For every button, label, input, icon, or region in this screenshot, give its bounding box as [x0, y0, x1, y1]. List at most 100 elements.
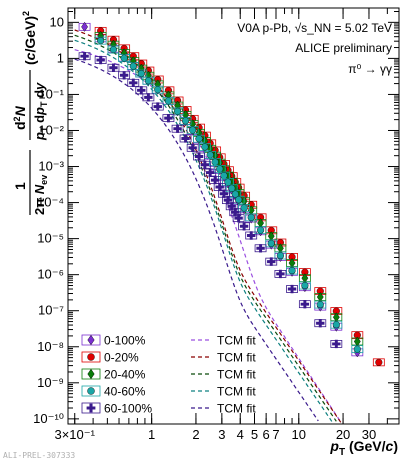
data-point	[144, 93, 153, 102]
legend-fit-label: TCM fit	[217, 368, 256, 382]
x-tick-label: 20	[336, 427, 350, 442]
data-point	[81, 21, 88, 32]
legend-label: 0-100%	[104, 334, 146, 348]
data-point	[267, 239, 275, 247]
legend-fit-label: TCM fit	[217, 351, 256, 365]
x-tick-label: 5	[251, 427, 258, 442]
data-point	[353, 345, 361, 353]
legend-fit-label: TCM fit	[217, 334, 256, 348]
data-point	[188, 143, 197, 153]
data-point	[231, 190, 239, 198]
y-axis-title-units: (c/GeV)2	[21, 11, 38, 65]
y-tick-label: 10⁻⁶	[37, 267, 64, 282]
legend-marker	[86, 403, 96, 413]
data-point	[137, 69, 145, 78]
data-point	[235, 196, 243, 204]
data-point	[287, 284, 297, 294]
x-axis-title-pt: p	[329, 438, 339, 454]
y-tick-label: 10	[50, 14, 64, 29]
data-point	[119, 71, 129, 80]
x-axis-title-sub: T	[339, 447, 345, 458]
data-point	[231, 208, 240, 217]
y-tick-label: 10⁻⁷	[38, 303, 64, 318]
y-tick-label: 10⁻⁸	[37, 339, 64, 354]
y-tick-label: 10⁻⁴	[37, 195, 64, 210]
legend-box	[81, 402, 101, 414]
data-point	[189, 126, 197, 134]
y-tick-label: 10⁻²	[38, 122, 64, 137]
data-point	[216, 165, 224, 173]
x-tick-label: 10	[292, 427, 306, 442]
data-point	[173, 124, 182, 133]
data-point	[129, 62, 137, 70]
data-point	[316, 319, 325, 328]
data-point	[211, 158, 219, 166]
data-point	[210, 175, 220, 185]
data-point	[267, 257, 276, 266]
x-tick-label: 4	[237, 427, 244, 442]
preliminary-watermark: ALI-PREL-307333	[3, 451, 75, 460]
data-point	[120, 54, 128, 62]
data-point	[375, 358, 383, 366]
legend-marker	[87, 387, 95, 395]
annotation-box: V0A p-Pb, √s_NN = 5.02 TeV ALICE prelimi…	[237, 21, 392, 76]
legend-box	[81, 351, 101, 363]
data-markers	[78, 21, 385, 367]
data-point	[227, 202, 236, 211]
fit-curve	[74, 34, 337, 422]
legend-fit-label: TCM fit	[217, 385, 256, 399]
data-point	[137, 86, 146, 95]
data-point	[316, 301, 324, 309]
data-point	[257, 226, 265, 234]
data-point	[195, 135, 203, 143]
y-axis-title: 1 2π Nev d2N pT dpT dy (c/GeV)2	[12, 11, 49, 215]
x-tick-label: 2	[192, 427, 199, 442]
data-point	[206, 168, 215, 177]
series-60-100%	[78, 52, 343, 349]
y-tick-label: 10⁻³	[38, 159, 64, 174]
data-point	[276, 251, 284, 260]
data-point	[129, 78, 138, 88]
data-point	[174, 107, 182, 115]
y-axis-title-prefactor: 1	[12, 182, 28, 190]
data-point	[164, 97, 172, 105]
y-tick-label: 10⁻¹	[38, 86, 64, 101]
axes: 3×10⁻¹ 1 2 3 4 5 6 7 10 20 30 10 1 10⁻¹ 10⁻² 10⁻³ 10⁻⁴ 10…	[33, 8, 399, 442]
x-tick-label: 6	[263, 427, 270, 442]
data-point	[301, 281, 309, 290]
data-point	[153, 102, 162, 111]
plot-area: 3×10⁻¹ 1 2 3 4 5 6 7 10 20 30 10 1 10⁻¹ 10⁻² 10⁻³ 10⁻⁴ 10…	[33, 7, 400, 442]
legend-label: 20-40%	[104, 368, 146, 382]
data-point	[144, 77, 152, 85]
data-point	[182, 117, 190, 125]
fit-curve	[74, 49, 342, 423]
x-tick-label: 1	[148, 427, 155, 442]
legend-marker	[87, 334, 95, 346]
data-point	[239, 222, 249, 231]
data-point	[164, 113, 173, 123]
x-tick-label: 7	[272, 427, 279, 442]
data-point	[256, 244, 265, 253]
y-axis-title-denominator: 2π Nev	[32, 175, 49, 215]
data-point	[247, 231, 256, 240]
data-point	[332, 321, 340, 329]
data-point	[234, 213, 243, 223]
data-point	[215, 182, 224, 192]
data-point	[240, 204, 248, 212]
data-point	[206, 151, 214, 159]
data-point	[96, 55, 105, 65]
data-point	[220, 172, 228, 180]
data-point	[201, 143, 209, 151]
x-axis-title: pT (GeV/c)	[329, 438, 398, 458]
data-point	[247, 213, 255, 221]
decay-channel-label: π⁰ → γγ	[348, 62, 392, 76]
x-tick-label: 3	[218, 427, 225, 442]
x-axis-title-unit: (GeV/	[345, 438, 386, 454]
plot-frame	[67, 7, 400, 425]
y-axis-title-numerator: d2N	[12, 105, 28, 130]
data-point	[228, 184, 236, 192]
data-point	[194, 152, 204, 161]
legend-label: 0-20%	[104, 351, 139, 365]
x-tick-label: 30	[362, 427, 376, 442]
data-point	[219, 189, 229, 198]
